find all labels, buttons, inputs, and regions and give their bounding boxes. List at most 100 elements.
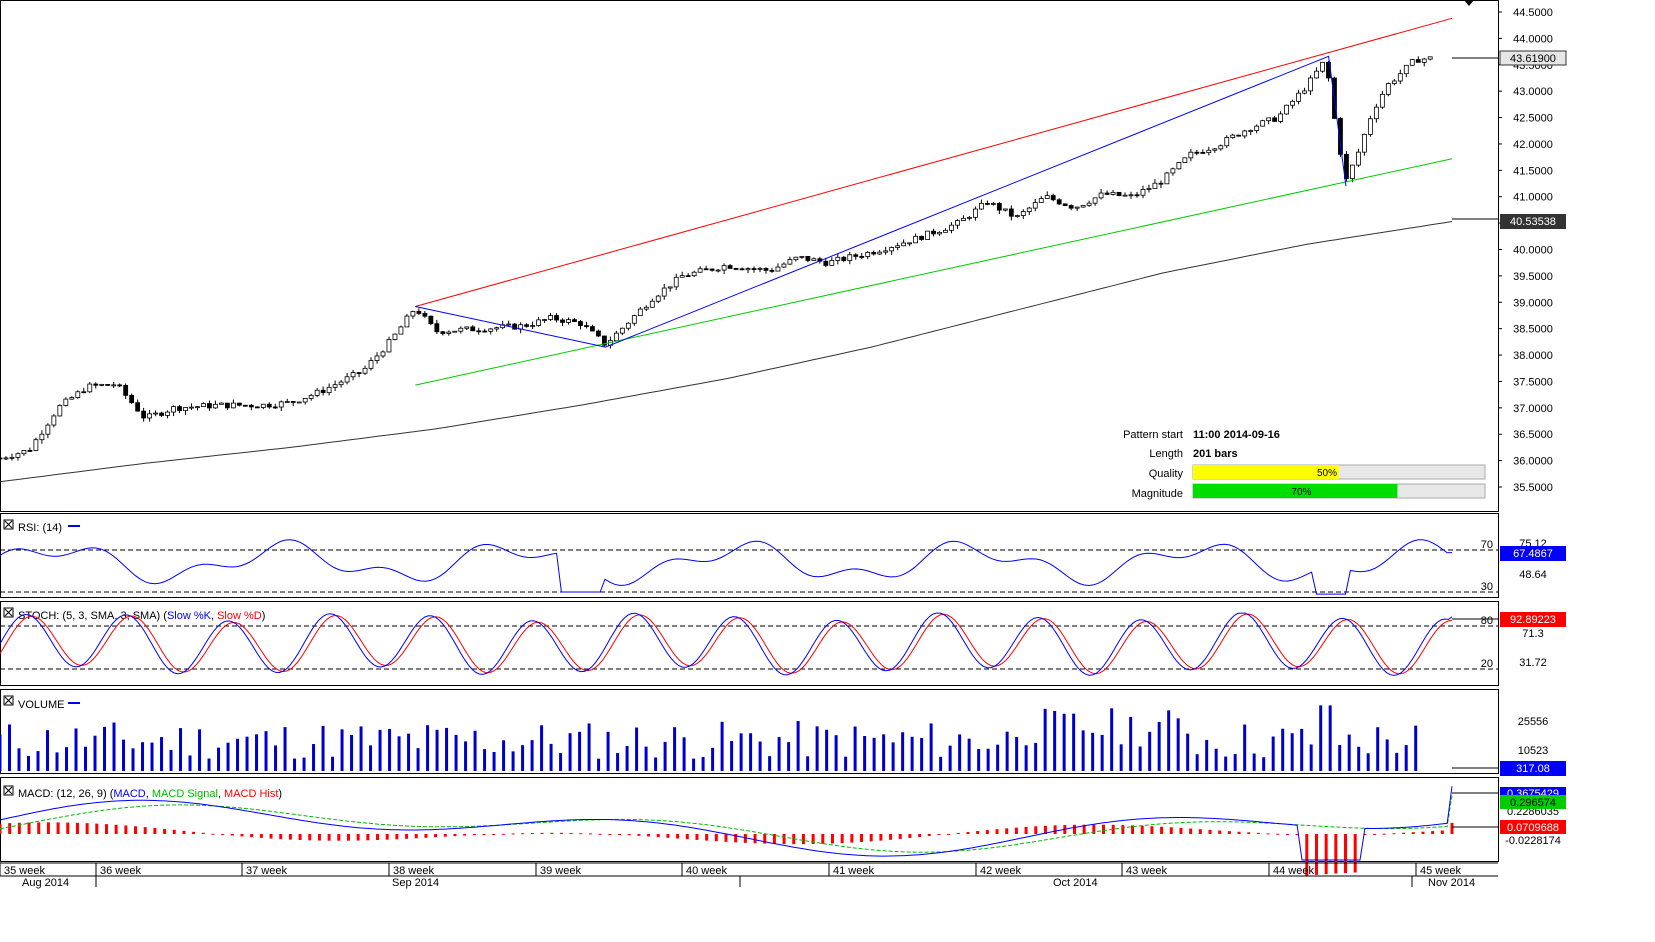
macd-hist-bar <box>143 827 147 834</box>
candle-body <box>392 333 398 340</box>
macd-hist-bar <box>153 827 157 834</box>
candle <box>1379 90 1385 109</box>
candle-body <box>691 271 697 277</box>
close-icon[interactable] <box>4 696 13 705</box>
candle-body <box>769 269 775 272</box>
candle-body <box>21 450 27 455</box>
price-tick-label: 39.0000 <box>1513 297 1553 309</box>
candle-body <box>853 254 859 257</box>
pattern-start-value: 11:00 2014-09-16 <box>1193 429 1280 441</box>
candle <box>625 322 631 331</box>
candle-body <box>428 315 434 325</box>
volume-bar <box>1100 734 1104 771</box>
candle <box>171 405 176 417</box>
volume-bar <box>274 745 278 771</box>
lower-trendline <box>415 158 1453 386</box>
scroll-arrow-icon[interactable] <box>1464 0 1474 6</box>
candle <box>715 268 721 273</box>
candle-body <box>613 332 619 342</box>
candle <box>9 453 15 461</box>
price-tick-label: 39.5000 <box>1513 271 1553 283</box>
macd-hist-bar <box>182 830 186 834</box>
candle-body <box>416 311 422 314</box>
macd-hist-bar <box>1431 831 1435 834</box>
candle-body <box>1110 191 1116 195</box>
candle <box>1050 193 1056 202</box>
candle-body <box>949 224 954 231</box>
candle <box>1278 111 1284 124</box>
candle-body <box>326 386 332 394</box>
volume-bar <box>996 744 1000 771</box>
candle-body <box>805 255 811 261</box>
candle <box>931 228 936 237</box>
candle-body <box>1260 120 1266 127</box>
volume-bar <box>378 729 382 771</box>
candle <box>679 271 685 278</box>
candle <box>1080 204 1086 208</box>
candle <box>1284 104 1289 115</box>
candle <box>1122 192 1128 197</box>
macd-hist-bar <box>598 833 602 835</box>
volume-tick-low: 10523 <box>1518 745 1549 757</box>
volume-bar <box>1376 727 1380 771</box>
macd-hist-bar <box>966 831 970 834</box>
candle-body <box>488 328 494 332</box>
volume-bar <box>27 755 31 771</box>
candle <box>919 235 924 241</box>
candle-body <box>254 406 260 409</box>
macd-hist-bar <box>463 834 467 836</box>
candle <box>1014 214 1020 218</box>
candle-body <box>123 384 129 396</box>
candle-body <box>1050 195 1056 201</box>
volume-bar <box>625 746 629 771</box>
macd-hist-bar <box>1131 825 1135 834</box>
candle-body <box>1194 151 1200 154</box>
candle <box>1182 157 1188 164</box>
candle <box>15 452 21 461</box>
candle-body <box>889 247 895 252</box>
candle <box>320 386 326 396</box>
close-icon[interactable] <box>4 520 13 529</box>
close-icon[interactable] <box>4 608 13 617</box>
stoch-d-line <box>0 613 1453 675</box>
candle-body <box>153 412 158 415</box>
candle <box>721 263 727 275</box>
macd-hist-bar <box>753 834 757 844</box>
candle <box>655 294 661 304</box>
macd-hist-bar <box>17 822 21 834</box>
candle <box>1002 208 1008 212</box>
volume-bar <box>84 746 88 771</box>
upper-trendline <box>415 17 1453 307</box>
volume-bar <box>1005 731 1009 771</box>
volume-bar <box>1167 710 1171 771</box>
candle <box>823 257 829 268</box>
candle-body <box>470 326 476 332</box>
candle-body <box>1367 118 1373 135</box>
candle-body <box>1314 70 1319 79</box>
candle-body <box>135 402 141 412</box>
candle <box>290 401 296 407</box>
moving-average-line <box>0 221 1453 483</box>
macd-hist-bar <box>685 834 689 840</box>
candle <box>961 215 966 221</box>
candle-body <box>907 242 912 245</box>
macd-hist-bar <box>1179 827 1183 834</box>
candle <box>57 404 63 417</box>
trendlines-layer <box>415 17 1453 386</box>
volume-bar <box>264 731 268 771</box>
macd-hist-bar <box>705 834 709 841</box>
macd-hist-bar <box>1198 829 1202 834</box>
candle <box>219 402 224 405</box>
volume-bar <box>616 753 620 771</box>
volume-bar <box>730 741 734 771</box>
candle-body <box>51 415 57 426</box>
candle-body <box>1188 151 1194 159</box>
volume-bar <box>882 734 886 771</box>
volume-bar <box>1243 724 1247 771</box>
macd-hist-bar <box>530 832 534 834</box>
macd-hist-bar <box>618 834 622 835</box>
close-icon[interactable] <box>4 786 13 795</box>
candle-body <box>81 391 87 394</box>
